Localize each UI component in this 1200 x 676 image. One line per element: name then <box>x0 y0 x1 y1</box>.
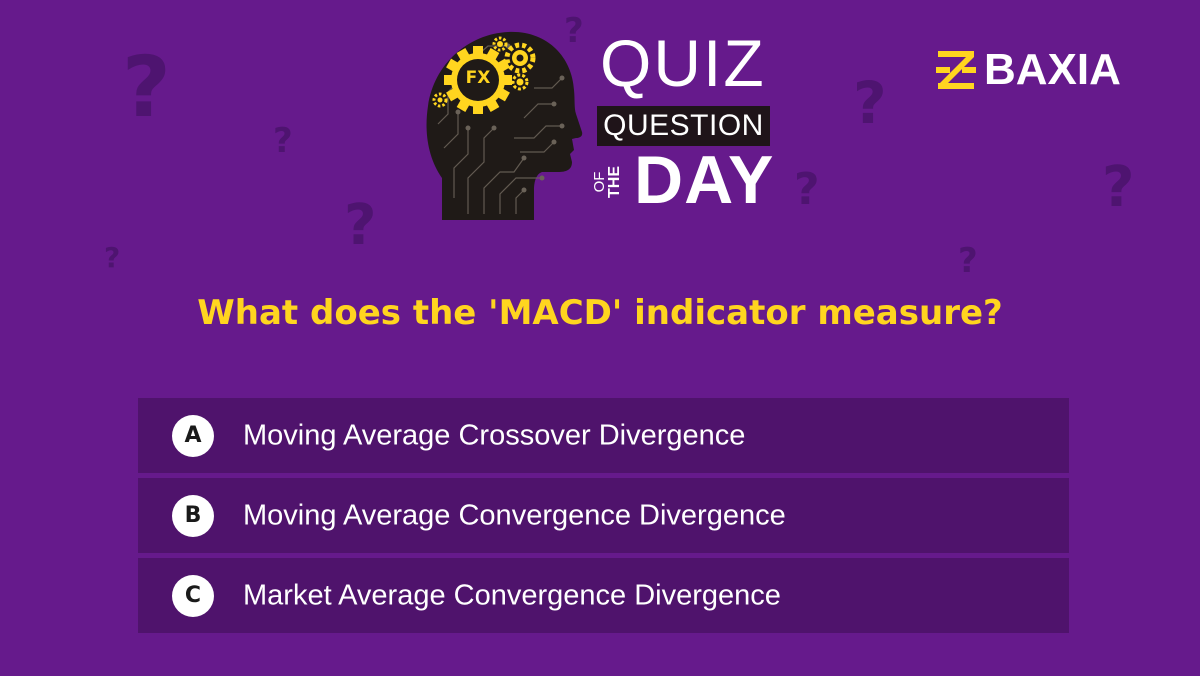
answer-options: A Moving Average Crossover Divergence B … <box>138 398 1069 638</box>
option-letter-badge: A <box>172 414 214 457</box>
question-mark-icon: ? <box>958 241 978 281</box>
fx-label: FX <box>465 68 491 88</box>
option-text: Market Average Convergence Divergence <box>243 579 781 611</box>
option-letter: B <box>184 502 202 528</box>
title-of: OF <box>590 171 608 193</box>
question-mark-icon: ? <box>794 164 820 215</box>
brand-logo: BAXIA <box>936 48 1121 92</box>
question-mark-icon: ? <box>344 193 377 258</box>
option-b[interactable]: B Moving Average Convergence Divergence <box>138 478 1069 553</box>
option-c[interactable]: C Market Average Convergence Divergence <box>138 558 1069 633</box>
option-a[interactable]: A Moving Average Crossover Divergence <box>138 398 1069 473</box>
option-letter: A <box>184 422 202 448</box>
option-text: Moving Average Crossover Divergence <box>243 419 746 451</box>
title-quiz: QUIZ <box>600 26 766 100</box>
option-text: Moving Average Convergence Divergence <box>243 499 786 531</box>
option-letter-badge: B <box>172 494 214 537</box>
question-mark-icon: ? <box>1102 155 1135 220</box>
quiz-question: What does the 'MACD' indicator measure? <box>197 293 1003 333</box>
question-mark-icon: ? <box>273 121 293 161</box>
title-of-the: OF THE <box>580 152 636 212</box>
question-mark-icon: ? <box>122 38 171 136</box>
head-with-gears-icon: FX <box>424 28 584 222</box>
baxia-logo-icon <box>936 51 976 89</box>
title-the: THE <box>606 166 624 198</box>
brand-name: BAXIA <box>984 45 1121 94</box>
title-question: QUESTION <box>603 109 764 142</box>
title-question-bar: QUESTION <box>597 106 770 146</box>
title-day: DAY <box>634 142 775 218</box>
question-mark-icon: ? <box>564 11 584 51</box>
question-mark-icon: ? <box>104 241 121 274</box>
question-mark-icon: ? <box>853 69 887 137</box>
option-letter-badge: C <box>172 574 214 617</box>
option-letter: C <box>184 582 202 608</box>
